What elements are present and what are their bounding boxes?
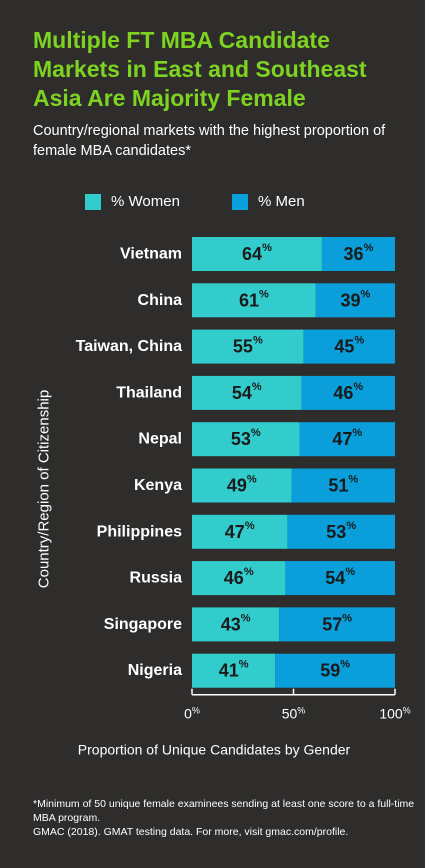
footnote-source: GMAC (2018). GMAT testing data. For more… [33, 826, 349, 838]
x-tick-label: 0% [184, 706, 200, 722]
bar-women [192, 561, 286, 596]
bar-women [192, 375, 302, 410]
bar-men [279, 607, 395, 642]
bar-women [192, 653, 276, 688]
category-label: Singapore [104, 616, 182, 633]
legend-label-men: % Men [258, 193, 305, 210]
x-tick-label: 100% [379, 706, 410, 722]
legend-item-men: % Men [232, 193, 305, 210]
category-label: Nigeria [128, 662, 182, 679]
bar-men [301, 375, 395, 410]
bar-men [291, 468, 395, 503]
category-label: Nepal [138, 431, 182, 448]
category-label: Russia [130, 570, 183, 587]
chart-subtitle: Country/regional markets with the highes… [33, 123, 386, 159]
chart-title: Multiple FT MBA Candidate Markets in Eas… [33, 27, 367, 111]
legend-label-women: % Women [111, 193, 180, 210]
category-label: China [138, 292, 183, 309]
category-label: Kenya [134, 477, 182, 494]
bar-women [192, 283, 316, 318]
footnote: *Minimum of 50 unique female examinees s… [33, 797, 418, 839]
legend-item-women: % Women [85, 193, 180, 210]
bar-men [275, 653, 395, 688]
legend-swatch-men [232, 193, 248, 210]
stacked-bar-chart: Vietnam 64% 36%China 61% 39%Taiwan, China 55%… [76, 237, 411, 758]
category-label: Taiwan, China [76, 338, 182, 355]
footnote-criteria: *Minimum of 50 unique female examinees s… [33, 798, 415, 824]
category-label: Philippines [97, 523, 182, 540]
bar-women [192, 607, 280, 642]
category-label: Vietnam [120, 246, 182, 263]
bar-men [287, 514, 395, 549]
bar-women [192, 422, 300, 457]
bar-men [321, 237, 395, 271]
bar-men [299, 422, 395, 457]
legend-swatch-women [85, 193, 101, 210]
bar-men [285, 561, 395, 596]
bar-women [192, 237, 322, 271]
bar-women [192, 514, 288, 549]
bar-men [315, 283, 395, 318]
bar-men [303, 329, 395, 364]
bar-women [192, 329, 304, 364]
x-tick-label: 50% [282, 706, 306, 722]
x-axis-title: Proportion of Unique Candidates by Gende… [78, 742, 351, 758]
bar-women [192, 468, 292, 503]
category-label: Thailand [116, 384, 182, 401]
